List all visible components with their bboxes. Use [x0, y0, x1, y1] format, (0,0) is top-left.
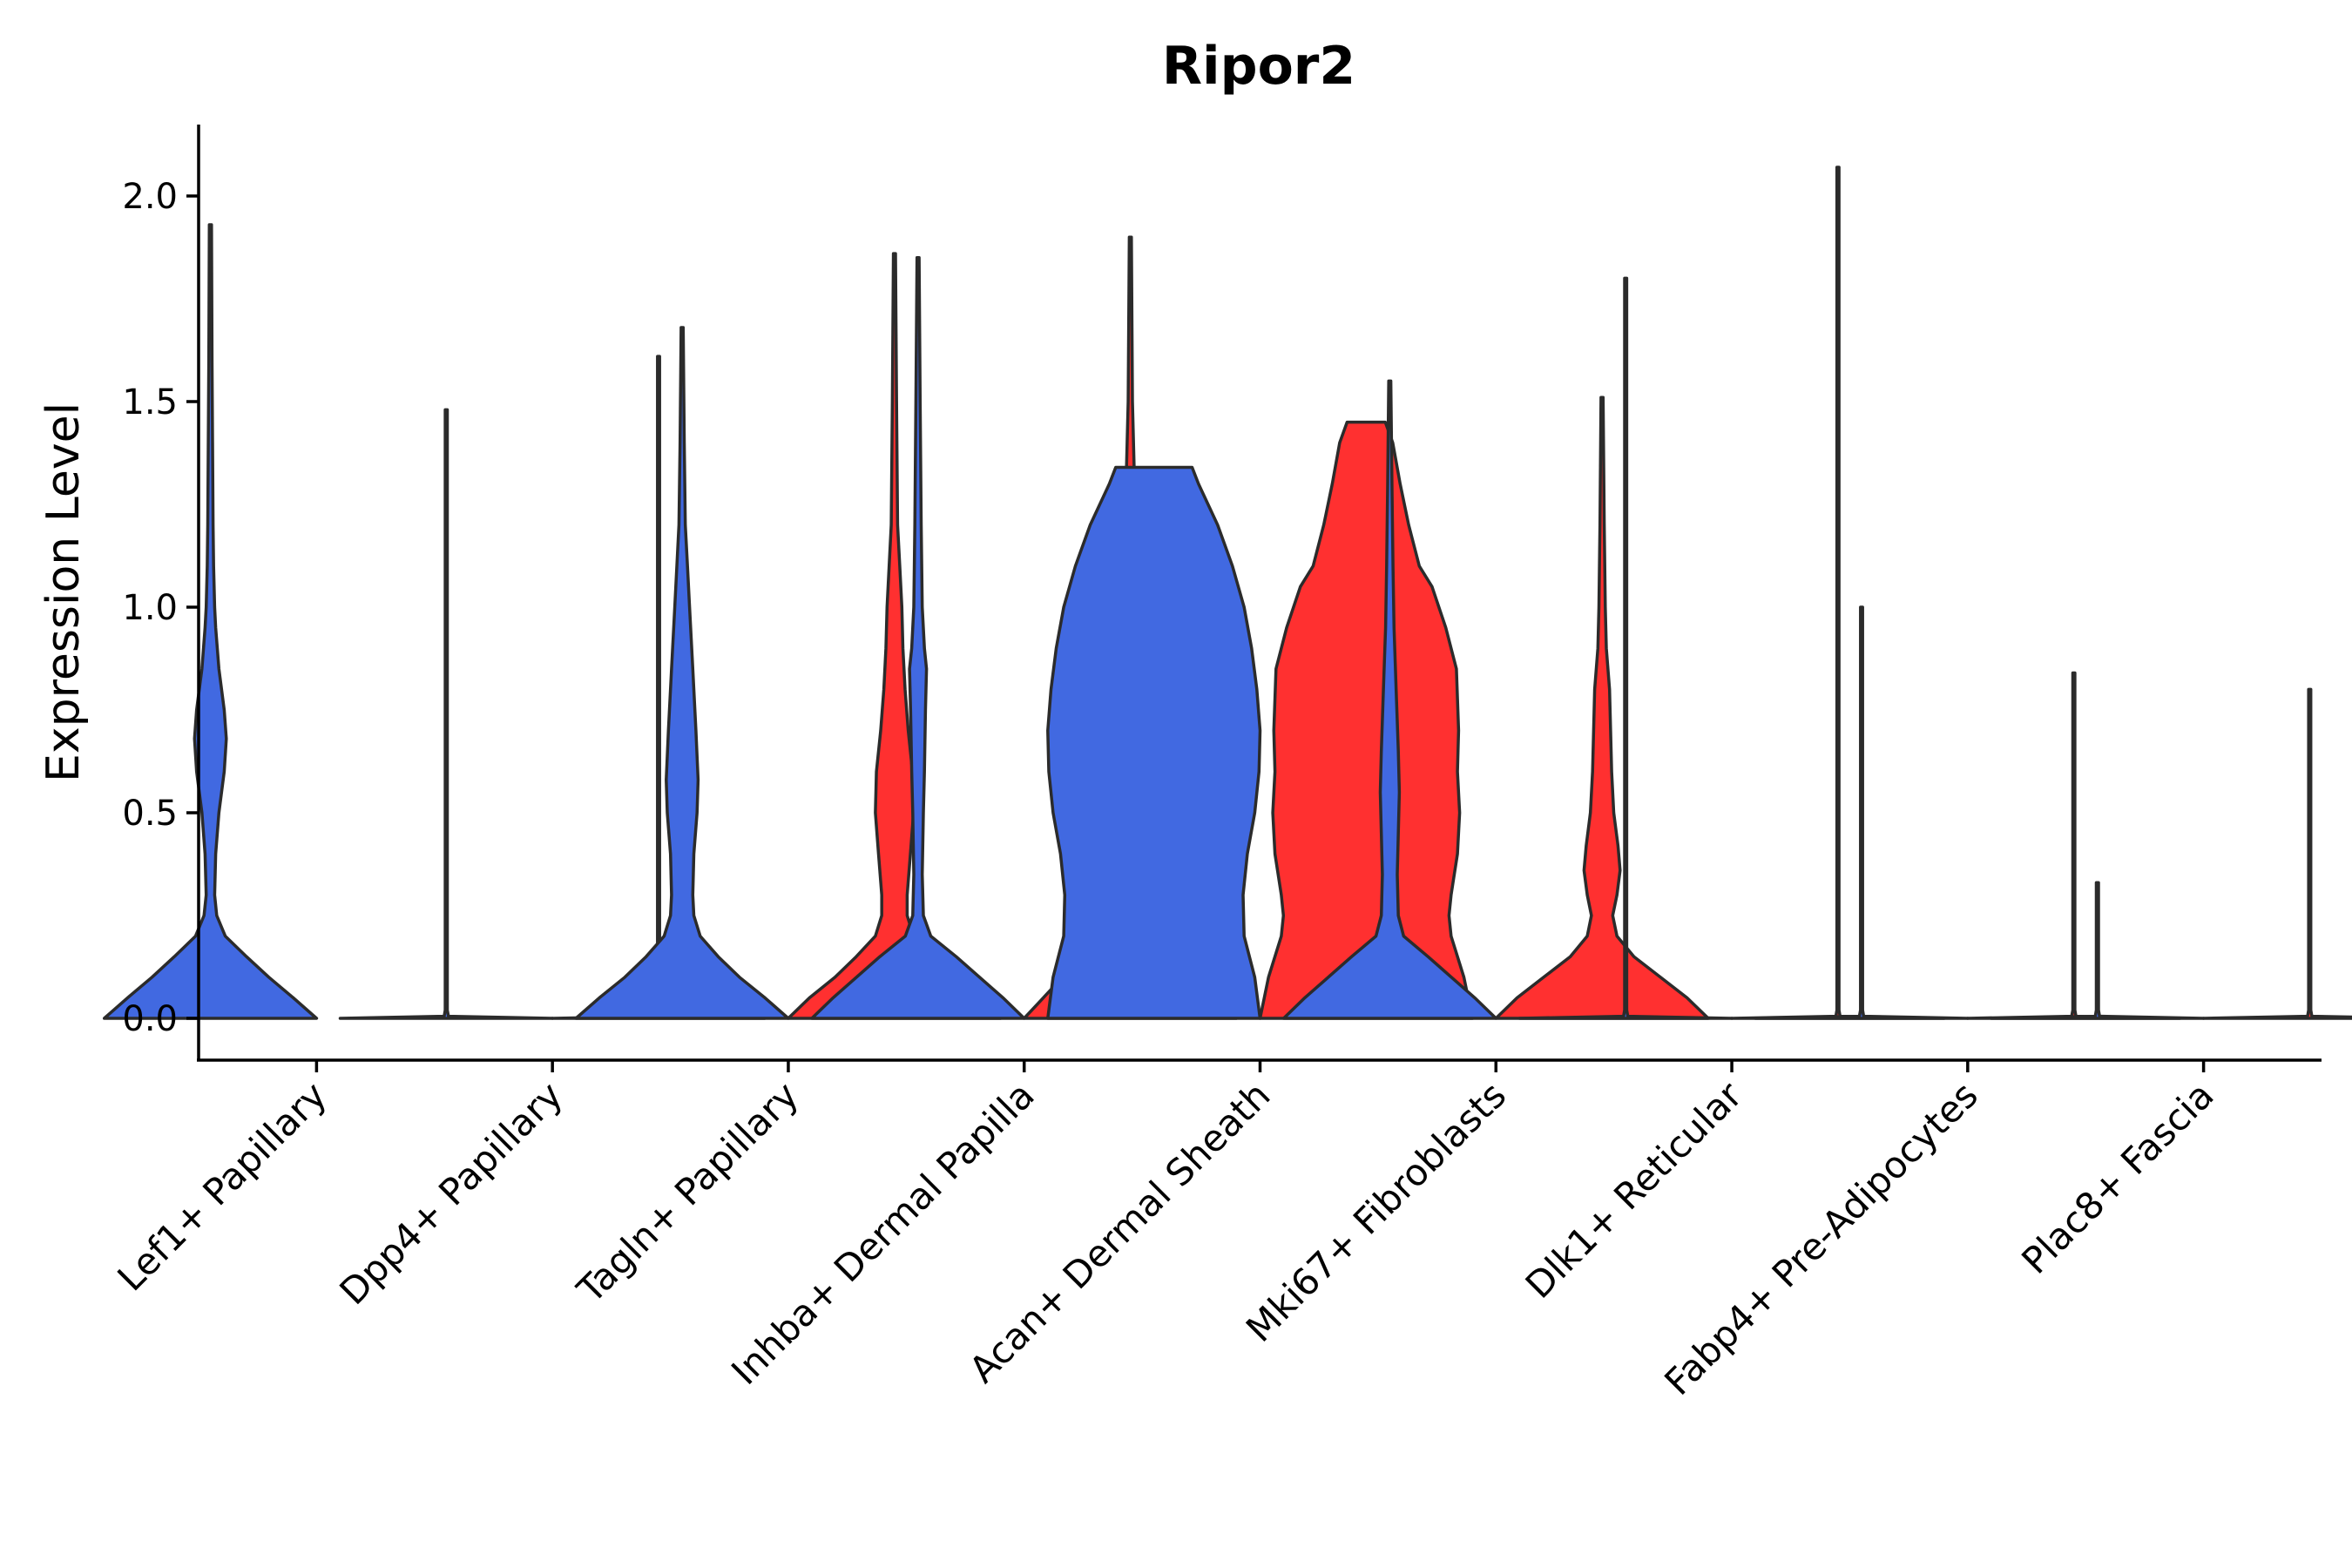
violin-mki67-fibroblasts-left [1281, 379, 1498, 1020]
violin-fabp4-pre-adipocytes-right [1966, 671, 2182, 1020]
violin-plac8-fascia-left [1990, 881, 2206, 1020]
violin-acan-dermal-sheath-left [1046, 465, 1262, 1020]
y-axis-label: Expression Level [37, 402, 90, 782]
x-tick-label-mki67-fibroblasts: Mki67+ Fibroblasts [1238, 1073, 1514, 1349]
x-tick-label-plac8-fascia: Plac8+ Fascia [2013, 1073, 2221, 1281]
y-tick-label: 0.0 [122, 999, 178, 1039]
violin-plac8-fascia-right [2201, 687, 2352, 1020]
y-ticks: 0.0 0.5 1.0 1.5 2.0 [122, 177, 199, 1039]
violin-tagln-papillary-right [787, 252, 1003, 1020]
y-tick-label: 0.5 [122, 794, 178, 834]
violin-inhba-dermal-papilla-left [810, 256, 1026, 1020]
x-tick-label-tagln-papillary: Tagln+ Papillary [569, 1073, 807, 1311]
violin-dlk1-reticular-left [1517, 276, 1734, 1020]
violin-layer [102, 166, 2352, 1020]
violin-lef1-papillary-left [102, 223, 319, 1020]
chart-title: Ripor2 [1162, 36, 1355, 97]
violin-fabp4-pre-adipocytes-left [1754, 605, 1970, 1020]
violin-dpp4-papillary-right [551, 355, 767, 1020]
axes [197, 125, 2322, 1062]
x-tick-label-dlk1-reticular: Dlk1+ Reticular [1517, 1073, 1751, 1307]
violin-dlk1-reticular-right [1730, 166, 1946, 1020]
y-tick-label: 1.5 [122, 382, 178, 422]
y-tick-label: 2.0 [122, 177, 178, 217]
violin-acan-dermal-sheath-right [1258, 420, 1474, 1020]
violin-dpp4-papillary-left [338, 408, 554, 1020]
x-tick-label-lef1-papillary: Lef1+ Papillary [109, 1073, 335, 1299]
violin-mki67-fibroblasts-right [1494, 395, 1710, 1020]
violin-tagln-papillary-left [574, 326, 790, 1020]
x-tick-label-dpp4-papillary: Dpp4+ Papillary [331, 1073, 571, 1313]
y-tick-label: 1.0 [122, 588, 178, 628]
